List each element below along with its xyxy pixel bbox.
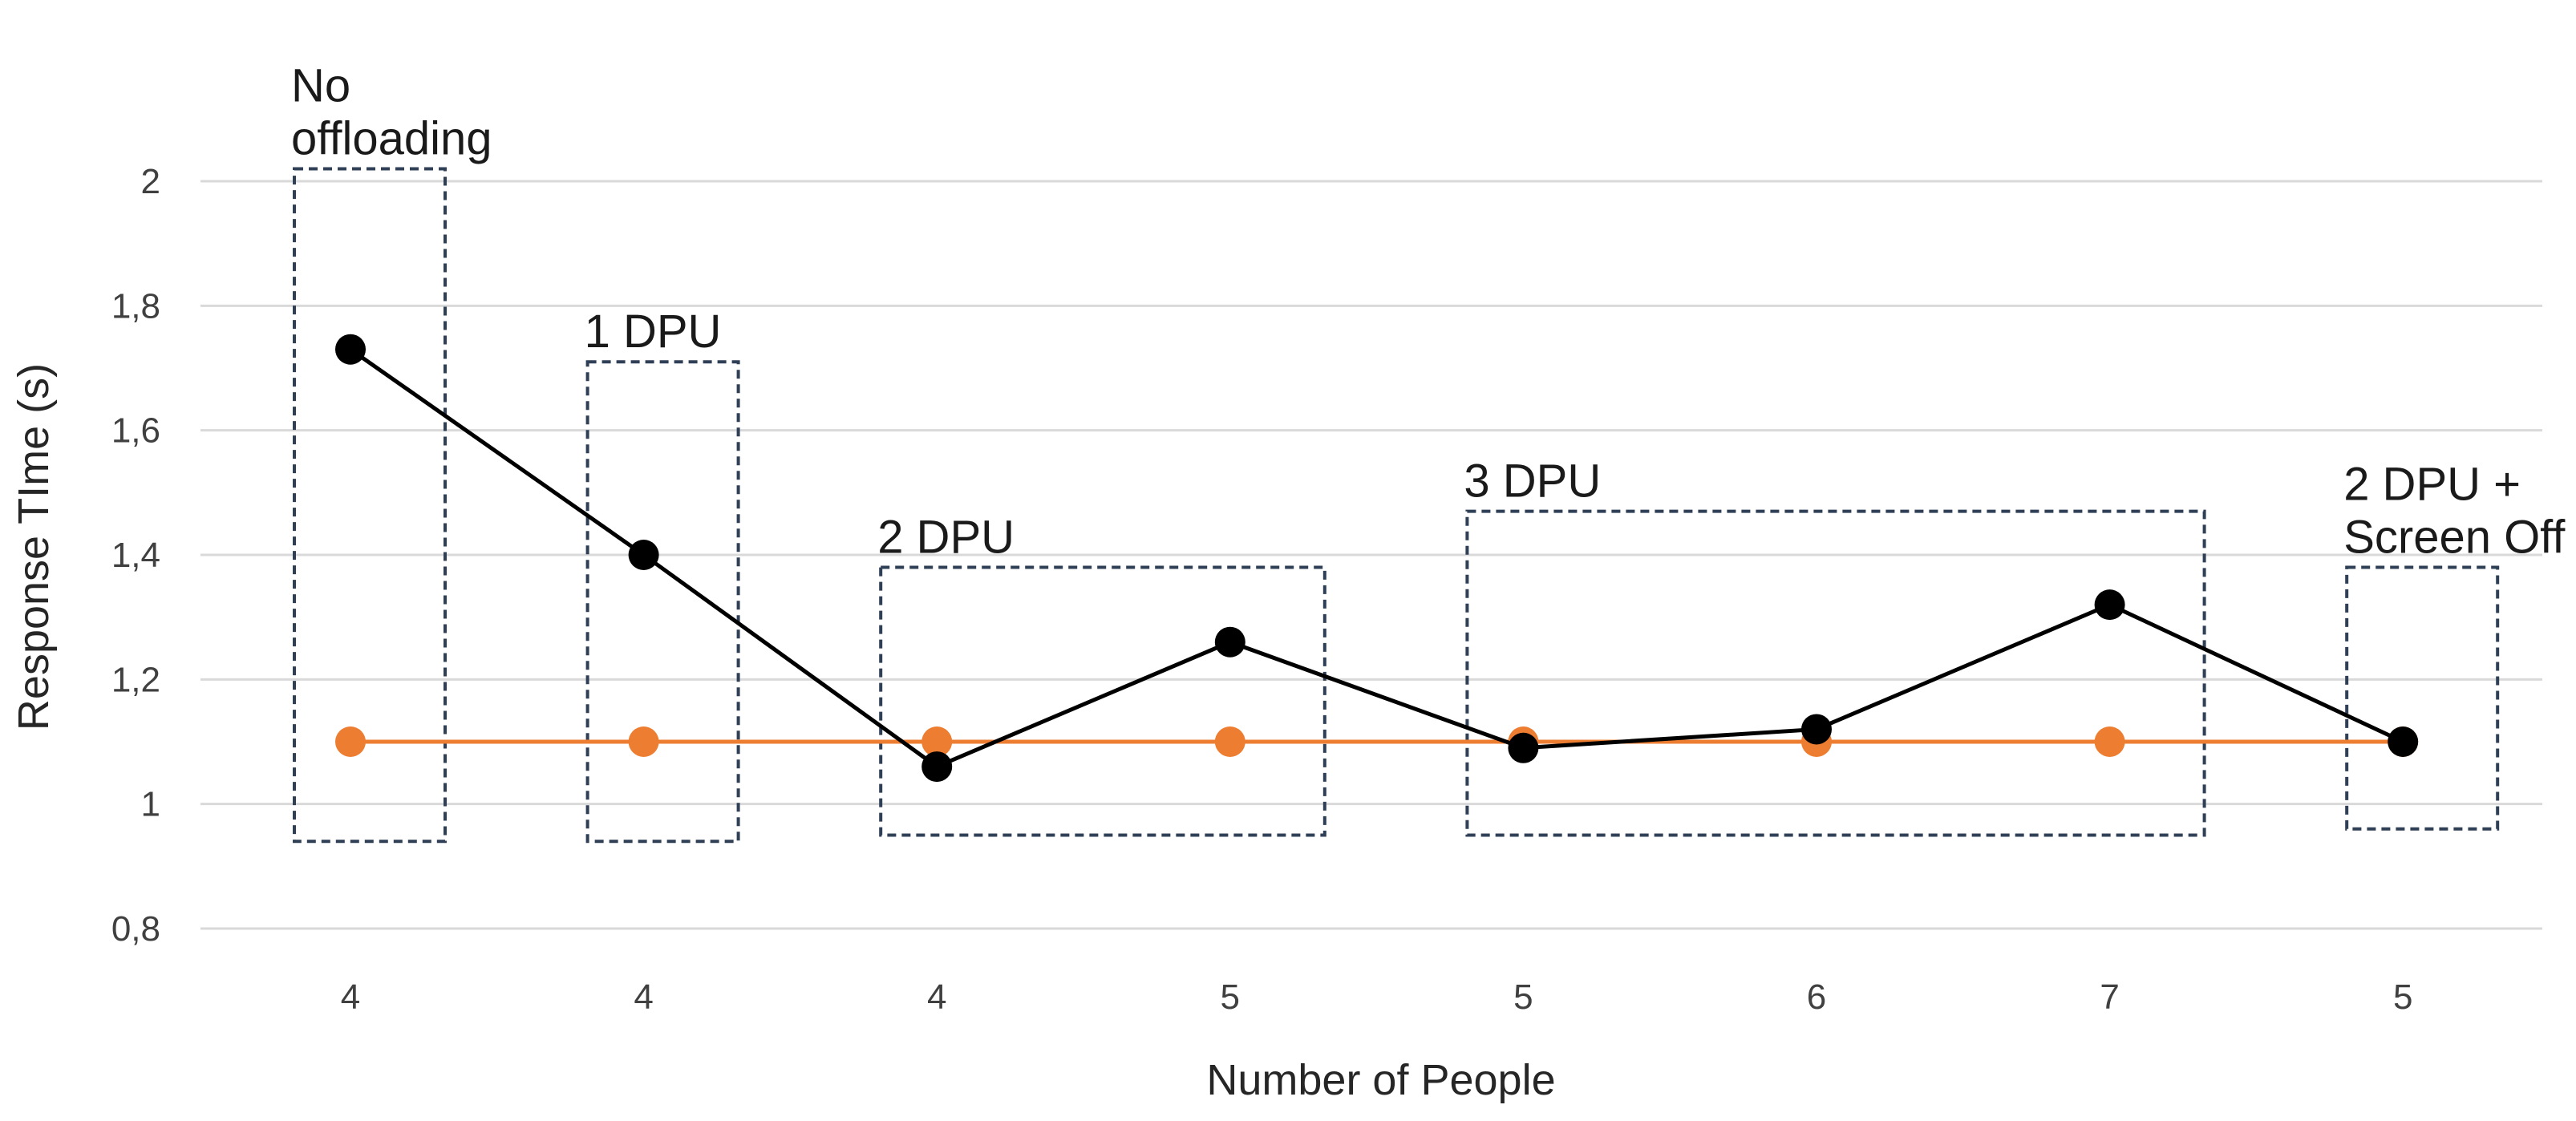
annotation-box bbox=[585, 360, 740, 844]
data-point bbox=[1508, 732, 1539, 763]
annotation-label: No bbox=[291, 59, 350, 111]
series-line bbox=[349, 347, 2404, 769]
data-point bbox=[2388, 726, 2419, 757]
data-point bbox=[921, 751, 953, 783]
y-tick-label: 1,6 bbox=[111, 411, 160, 451]
x-tick-label: 6 bbox=[1807, 977, 1826, 1017]
x-tick-label: 5 bbox=[2393, 977, 2412, 1017]
annotation-label: 3 DPU bbox=[1464, 455, 1601, 508]
data-point bbox=[921, 726, 953, 757]
data-point bbox=[1214, 726, 1245, 757]
y-tick-label: 1,2 bbox=[111, 660, 160, 699]
data-point bbox=[335, 334, 366, 365]
y-axis-label: Response TIme (s) bbox=[10, 363, 58, 730]
x-tick-label: 4 bbox=[341, 977, 360, 1017]
data-point bbox=[335, 726, 366, 757]
y-tick-label: 1 bbox=[141, 785, 160, 824]
annotation-label: 1 DPU bbox=[585, 306, 722, 358]
data-point bbox=[1214, 626, 1245, 658]
annotation-box bbox=[293, 167, 447, 844]
x-tick-label: 5 bbox=[1513, 977, 1533, 1017]
y-tick-label: 1,4 bbox=[111, 536, 160, 575]
data-series bbox=[335, 334, 2419, 783]
data-point bbox=[628, 540, 659, 570]
annotation-box bbox=[2345, 565, 2500, 831]
annotation-box bbox=[879, 565, 1326, 837]
x-tick-label: 7 bbox=[2100, 977, 2119, 1017]
y-tick-label: 2 bbox=[141, 162, 160, 201]
gridlines bbox=[200, 180, 2542, 930]
x-tick-label: 4 bbox=[634, 977, 653, 1017]
y-tick-label: 1,8 bbox=[111, 286, 160, 326]
data-point bbox=[628, 726, 659, 757]
x-tick-labels: 4 4 4 5 5 6 7 5 bbox=[341, 977, 2413, 1017]
annotation-label: 2 DPU bbox=[877, 512, 1015, 564]
data-point bbox=[1801, 714, 1832, 745]
annotation-label: offloading bbox=[291, 112, 492, 164]
y-tick-labels: 0,8 1 1,2 1,4 1,6 1,8 2 bbox=[111, 162, 160, 949]
annotation-box bbox=[1465, 509, 2206, 837]
annotation-label: Screen Off bbox=[2343, 512, 2566, 564]
y-tick-label: 0,8 bbox=[111, 909, 160, 949]
annotation-label: 2 DPU + bbox=[2343, 459, 2521, 511]
x-axis-label: Number of People bbox=[1206, 1056, 1555, 1104]
data-point bbox=[2094, 589, 2125, 621]
x-tick-label: 4 bbox=[927, 977, 946, 1017]
x-tick-label: 5 bbox=[1221, 977, 1240, 1017]
data-point bbox=[2094, 726, 2125, 757]
